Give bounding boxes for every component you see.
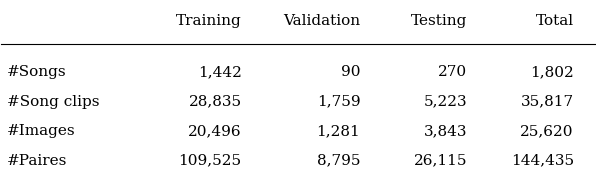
Text: #Songs: #Songs <box>7 65 67 79</box>
Text: 5,223: 5,223 <box>423 95 467 108</box>
Text: 25,620: 25,620 <box>520 124 574 138</box>
Text: 270: 270 <box>438 65 467 79</box>
Text: Validation: Validation <box>283 14 361 28</box>
Text: #Paires: #Paires <box>7 154 68 168</box>
Text: Training: Training <box>176 14 241 28</box>
Text: #Images: #Images <box>7 124 76 138</box>
Text: Total: Total <box>536 14 574 28</box>
Text: 35,817: 35,817 <box>521 95 574 108</box>
Text: 3,843: 3,843 <box>424 124 467 138</box>
Text: Testing: Testing <box>411 14 467 28</box>
Text: 109,525: 109,525 <box>179 154 241 168</box>
Text: 28,835: 28,835 <box>188 95 241 108</box>
Text: 20,496: 20,496 <box>188 124 241 138</box>
Text: 1,802: 1,802 <box>530 65 574 79</box>
Text: 1,281: 1,281 <box>316 124 361 138</box>
Text: 144,435: 144,435 <box>511 154 574 168</box>
Text: #Song clips: #Song clips <box>7 95 100 108</box>
Text: 26,115: 26,115 <box>414 154 467 168</box>
Text: 1,759: 1,759 <box>316 95 361 108</box>
Text: 90: 90 <box>341 65 361 79</box>
Text: 1,442: 1,442 <box>198 65 241 79</box>
Text: 8,795: 8,795 <box>317 154 361 168</box>
